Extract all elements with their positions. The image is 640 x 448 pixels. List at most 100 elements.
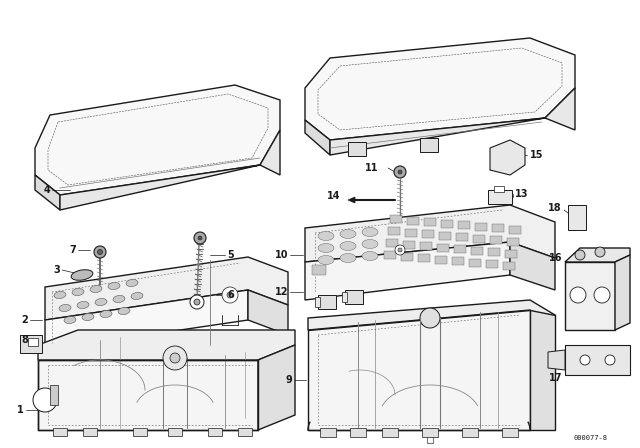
Text: 3: 3 — [53, 265, 60, 275]
Circle shape — [198, 236, 202, 240]
Bar — [420, 242, 432, 250]
Bar — [350, 428, 366, 437]
Ellipse shape — [59, 305, 71, 311]
Circle shape — [97, 250, 102, 254]
Bar — [435, 255, 447, 263]
Bar — [208, 428, 222, 436]
Bar — [568, 205, 586, 230]
Text: 12: 12 — [275, 287, 288, 297]
Circle shape — [33, 388, 57, 412]
Circle shape — [222, 287, 238, 303]
Ellipse shape — [54, 292, 66, 298]
Bar — [133, 428, 147, 436]
Text: 10: 10 — [275, 250, 288, 260]
Ellipse shape — [72, 289, 84, 296]
Bar — [345, 290, 363, 304]
Text: 4: 4 — [44, 185, 50, 195]
Polygon shape — [258, 345, 295, 430]
Bar — [418, 254, 430, 262]
Bar — [53, 428, 67, 436]
Text: 8: 8 — [21, 335, 28, 345]
Text: 5: 5 — [227, 250, 234, 260]
Circle shape — [163, 346, 187, 370]
Bar — [401, 253, 413, 260]
Bar — [458, 221, 470, 229]
Ellipse shape — [77, 302, 89, 309]
Bar — [473, 234, 485, 242]
Circle shape — [94, 246, 106, 258]
Polygon shape — [305, 242, 510, 300]
Ellipse shape — [131, 293, 143, 300]
Bar — [238, 428, 252, 436]
Text: 18: 18 — [548, 203, 562, 213]
Bar — [486, 260, 498, 268]
Bar — [503, 262, 515, 270]
Bar — [20, 335, 42, 353]
Circle shape — [595, 247, 605, 257]
Ellipse shape — [90, 285, 102, 293]
Polygon shape — [565, 248, 630, 262]
Ellipse shape — [100, 310, 112, 318]
Ellipse shape — [318, 255, 334, 264]
Ellipse shape — [108, 282, 120, 289]
Polygon shape — [305, 205, 555, 262]
Circle shape — [575, 250, 585, 260]
Circle shape — [190, 295, 204, 309]
Bar — [168, 428, 182, 436]
Bar — [454, 245, 466, 253]
Bar — [424, 218, 436, 226]
Bar — [509, 225, 521, 233]
Polygon shape — [490, 140, 525, 175]
Bar — [388, 227, 400, 235]
Bar — [469, 258, 481, 267]
Text: 13: 13 — [515, 189, 529, 199]
Circle shape — [594, 287, 610, 303]
Text: 000077-8: 000077-8 — [573, 435, 607, 441]
Circle shape — [420, 308, 440, 328]
Polygon shape — [45, 257, 288, 320]
Bar — [488, 190, 512, 204]
Bar — [505, 250, 517, 258]
Ellipse shape — [340, 229, 356, 238]
Polygon shape — [565, 262, 615, 330]
Bar — [462, 428, 478, 437]
Bar — [422, 230, 434, 238]
Ellipse shape — [340, 254, 356, 263]
Polygon shape — [548, 350, 565, 370]
Bar — [492, 224, 504, 232]
Circle shape — [605, 355, 615, 365]
Text: 6: 6 — [227, 290, 234, 300]
Ellipse shape — [64, 316, 76, 323]
Bar — [405, 228, 417, 237]
Circle shape — [170, 353, 180, 363]
Polygon shape — [305, 120, 330, 155]
Ellipse shape — [318, 232, 334, 241]
Circle shape — [194, 299, 200, 305]
Bar — [403, 241, 415, 249]
Circle shape — [398, 248, 402, 252]
Bar — [384, 251, 396, 259]
Bar — [475, 223, 487, 231]
Polygon shape — [615, 255, 630, 330]
Bar — [318, 295, 336, 309]
Ellipse shape — [118, 307, 130, 314]
Polygon shape — [35, 85, 280, 195]
Polygon shape — [530, 310, 555, 430]
Bar — [312, 265, 326, 275]
Ellipse shape — [71, 270, 93, 280]
Bar — [407, 216, 419, 224]
Polygon shape — [565, 345, 630, 375]
Text: 14: 14 — [326, 191, 340, 201]
Text: 9: 9 — [285, 375, 292, 385]
Circle shape — [227, 292, 233, 298]
Ellipse shape — [113, 295, 125, 302]
Polygon shape — [45, 290, 248, 350]
Bar — [386, 239, 398, 247]
Polygon shape — [348, 197, 355, 203]
Bar — [456, 233, 468, 241]
Ellipse shape — [318, 244, 334, 253]
Polygon shape — [60, 130, 280, 210]
Polygon shape — [38, 330, 295, 360]
Text: 17: 17 — [548, 373, 562, 383]
Bar — [342, 292, 347, 302]
